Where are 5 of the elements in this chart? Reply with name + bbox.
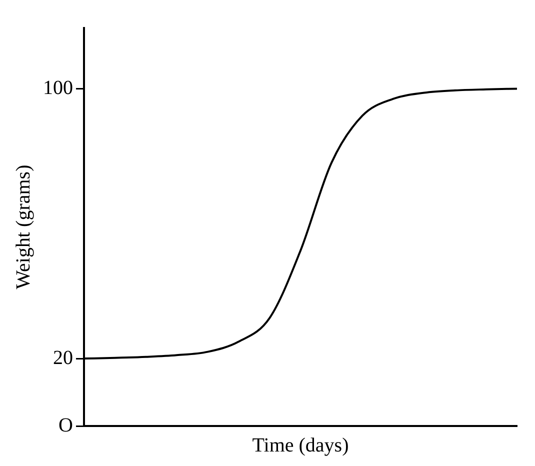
x-axis-title: Time (days) — [252, 434, 349, 456]
y-tick-label: 20 — [53, 346, 73, 369]
y-tick-label: 100 — [43, 76, 73, 99]
y-tick-label: O — [58, 414, 73, 436]
y-axis-title: Weight (grams) — [12, 164, 34, 290]
